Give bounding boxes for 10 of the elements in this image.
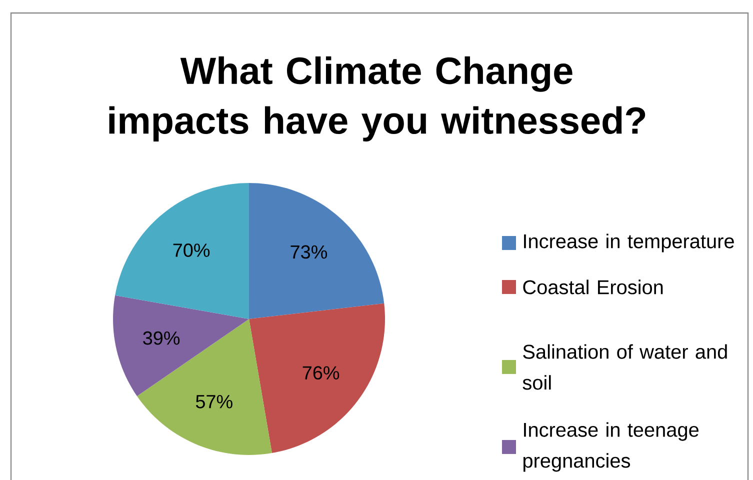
chart-title: What Climate Change impacts have you witnessed? [109, 56, 646, 142]
data-label: 57% [196, 395, 232, 408]
data-label: 70% [173, 244, 210, 257]
legend-label: Salination of water and soil [522, 344, 727, 390]
legend-label: Increase in temperature [524, 234, 734, 252]
data-label: 73% [290, 245, 327, 259]
data-label: 39% [143, 331, 180, 345]
legend-label: Coastal Erosion [523, 280, 663, 294]
data-label: 76% [302, 366, 340, 380]
legend-label: Increase in teenage pregnancies [523, 422, 699, 472]
